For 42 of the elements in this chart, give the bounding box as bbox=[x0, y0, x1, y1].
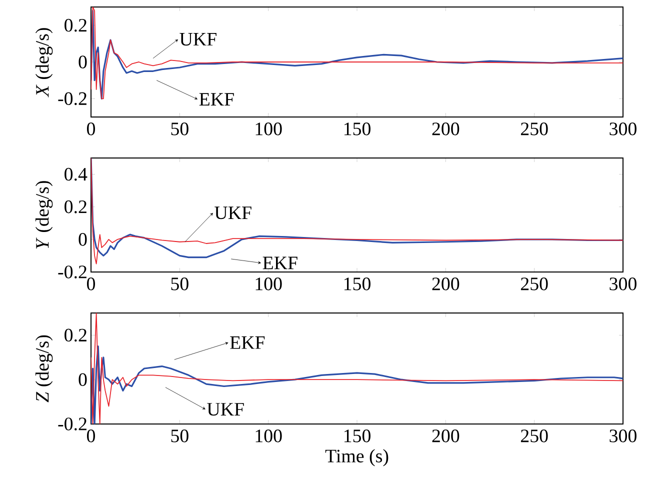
x-tick-label: 200 bbox=[432, 278, 460, 290]
x-tick-label: 100 bbox=[256, 122, 282, 136]
x-tick-label: 200 bbox=[432, 122, 460, 136]
y-tick-label: 0.2 bbox=[64, 18, 86, 32]
x-tick-label: 0 bbox=[86, 122, 96, 136]
y-tick-label: 0.4 bbox=[64, 168, 88, 181]
y-tick-label: 0 bbox=[78, 233, 87, 246]
x-tick-label: 100 bbox=[256, 278, 282, 290]
y-axis-title: Y (deg/s) bbox=[35, 181, 53, 249]
x-tick-label: 150 bbox=[344, 430, 370, 442]
y-tick-label: 0 bbox=[78, 56, 87, 68]
annotation: EKF bbox=[262, 256, 298, 270]
x-tick-label: 200 bbox=[432, 430, 460, 442]
x-tick-label: 300 bbox=[610, 430, 636, 442]
x-tick-label: 250 bbox=[520, 122, 548, 136]
x-tick-label: 250 bbox=[520, 278, 548, 290]
y-tick-label: -0.2 bbox=[58, 266, 86, 278]
y-tick-label: -0.2 bbox=[58, 92, 86, 106]
y-axis-title: Z (deg/s) bbox=[35, 335, 53, 402]
annotation: EKF bbox=[199, 93, 234, 106]
x-tick-label: 300 bbox=[610, 122, 636, 136]
x-tick-label: 50 bbox=[171, 430, 188, 442]
annotation: EKF bbox=[230, 336, 265, 349]
x-tick-label: 0 bbox=[86, 278, 96, 290]
annotation: UKF bbox=[180, 33, 216, 46]
y-tick-label: 0.2 bbox=[64, 328, 86, 342]
annotation: UKF bbox=[214, 206, 252, 220]
x-tick-label: 150 bbox=[344, 278, 370, 290]
y-tick-label: 0 bbox=[78, 373, 87, 386]
y-tick-label: 0.2 bbox=[64, 200, 86, 214]
x-tick-label: 250 bbox=[520, 430, 548, 442]
annotation: UKF bbox=[207, 403, 244, 416]
x-tick-label: 50 bbox=[171, 122, 188, 136]
x-tick-label: 100 bbox=[256, 430, 282, 442]
y-axis-title: X (deg/s) bbox=[35, 28, 53, 98]
x-tick-label: 300 bbox=[610, 278, 636, 290]
x-tick-label: 0 bbox=[86, 430, 96, 442]
x-tick-label: 150 bbox=[344, 122, 370, 136]
x-axis-title: Time (s) bbox=[325, 449, 388, 466]
line-series bbox=[91, 312, 624, 424]
y-tick-label: -0.2 bbox=[58, 418, 86, 430]
x-tick-label: 50 bbox=[171, 278, 188, 290]
